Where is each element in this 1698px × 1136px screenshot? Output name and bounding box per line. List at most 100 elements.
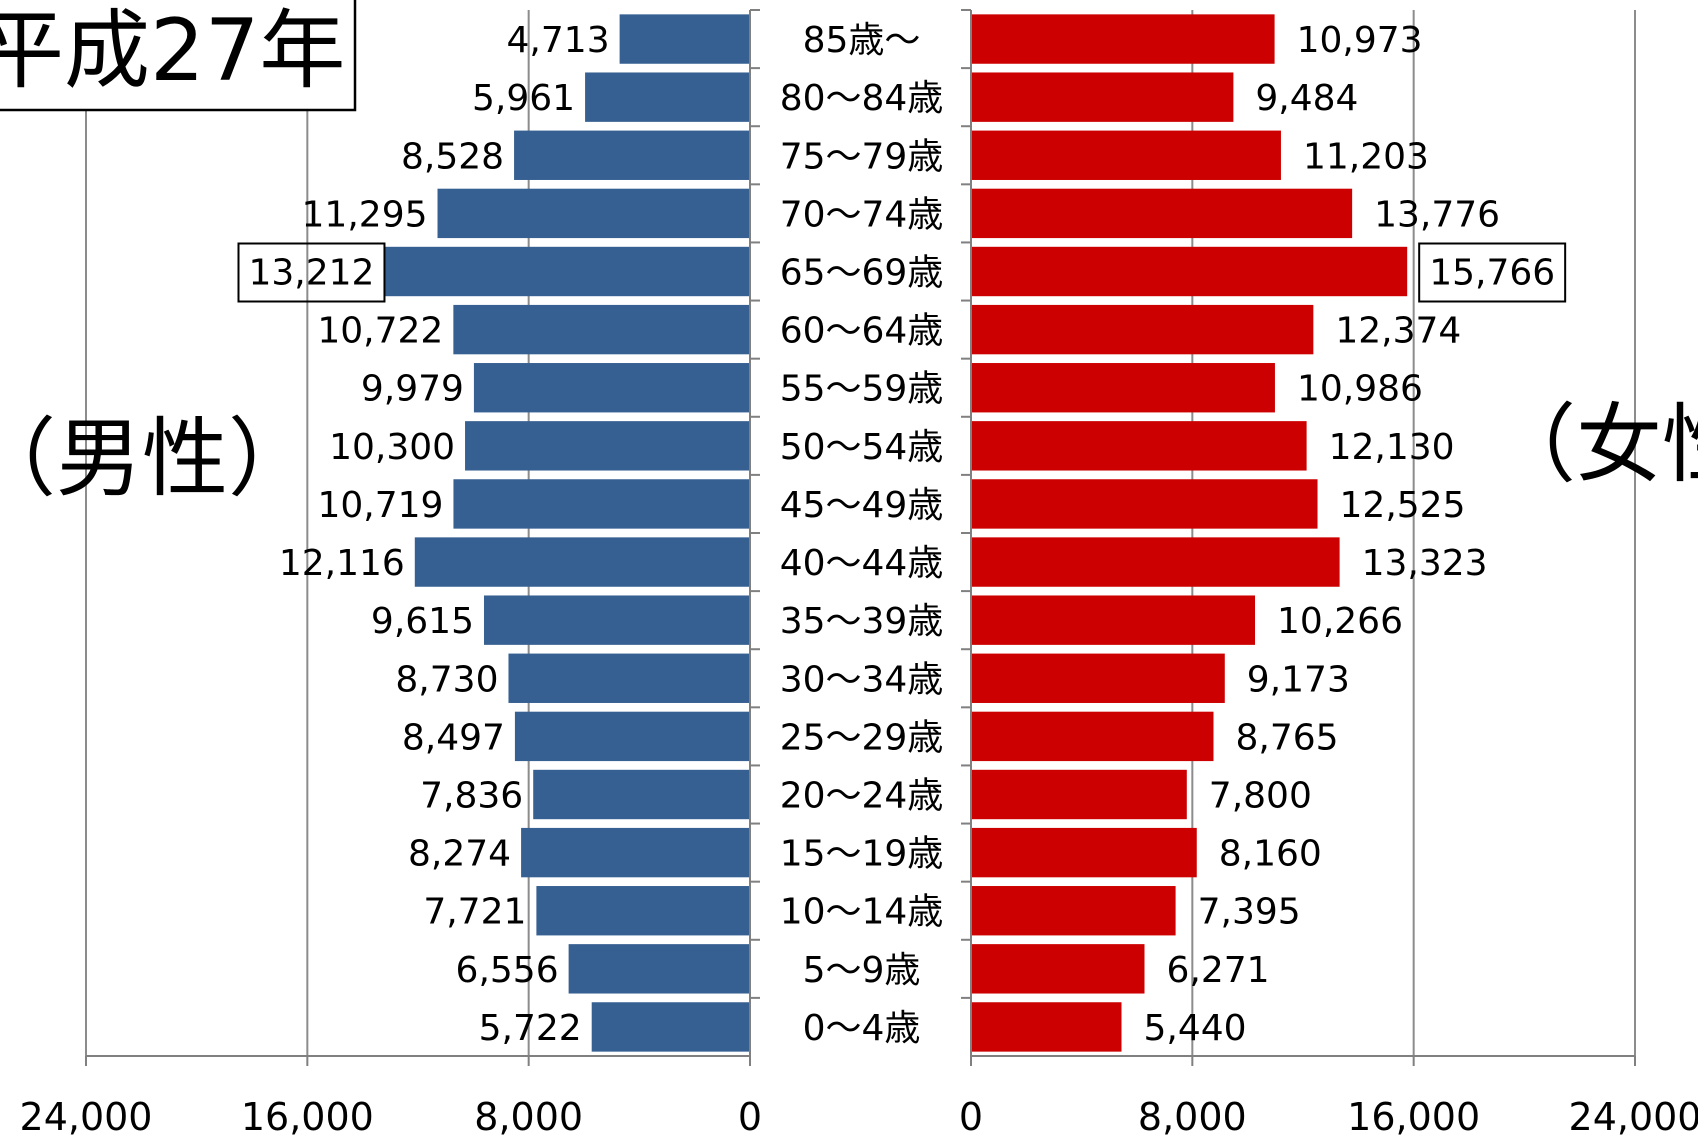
female-bar [971,479,1318,529]
age-group-label: 65～69歳 [780,253,944,294]
age-group-label: 15～19歳 [780,834,944,875]
male-bar [453,479,750,529]
age-group-label: 0～4歳 [803,1008,921,1049]
age-group-label: 60～64歳 [780,311,944,352]
female-bar [971,769,1187,820]
female-bar [971,188,1353,239]
female-bar [971,130,1281,180]
female-bar [971,421,1307,471]
male-bar [473,363,750,413]
male-bar [508,653,750,703]
female-bar [971,886,1176,936]
age-group-label: 30～34歳 [780,659,944,700]
male-value-label: 7,836 [420,776,523,817]
female-value-label: 6,271 [1166,950,1269,991]
male-value-label: 10,722 [317,311,443,352]
male-bar [533,769,750,820]
female-value-label: 10,973 [1297,20,1423,61]
male-value-label: 11,295 [302,194,428,235]
male-bar [536,886,750,936]
male-value-label: 12,116 [279,543,405,584]
age-group-label: 10～14歳 [780,892,944,933]
male-value-label: 8,497 [402,717,505,758]
male-value-label: 6,556 [456,950,559,991]
bars [384,14,1408,1052]
age-group-label: 45～49歳 [780,485,944,526]
age-group-label: 35～39歳 [780,601,944,642]
female-highlight-box [1418,242,1567,303]
female-value-label: 10,266 [1277,601,1403,642]
axes [85,9,1636,1066]
age-group-label: 5～9歳 [803,950,921,991]
male-bar [585,72,750,122]
female-bar [971,595,1256,645]
age-group-label: 55～59歳 [780,369,944,410]
chart-title-box: 平成27年 [0,0,357,112]
female-bar [971,304,1314,355]
female-bar [971,653,1225,703]
male-bar [514,130,750,180]
female-value-label: 12,130 [1329,427,1455,468]
female-value-label: 5,440 [1144,1008,1247,1049]
female-bar [971,72,1234,122]
male-value-label: 8,274 [408,834,511,875]
male-value-label: 4,713 [507,20,610,61]
x-tick-label-left: 0 [738,1095,762,1136]
male-bar [414,537,750,587]
male-value-label: 8,730 [395,659,498,700]
female-value-label: 12,525 [1340,485,1466,526]
male-bar [453,304,750,355]
x-tick-label-right: 24,000 [1569,1095,1698,1136]
x-tick-label-right: 16,000 [1347,1095,1480,1136]
male-value-label: 5,722 [479,1008,582,1049]
male-bar [514,711,750,762]
female-value-label: 7,800 [1209,776,1312,817]
x-tick-label-right: 8,000 [1138,1095,1247,1136]
female-value-label: 12,374 [1335,311,1461,352]
female-bar [971,537,1340,587]
female-bar [971,1002,1122,1052]
female-value-label: 11,203 [1303,136,1429,177]
grid-lines [85,10,1636,1056]
female-bar [971,14,1275,64]
female-bar [971,246,1408,297]
age-group-label: 25～29歳 [780,717,944,758]
age-group-label: 80～84歳 [780,78,944,119]
female-bar [971,363,1275,413]
female-bar [971,944,1145,994]
male-bar [384,246,750,297]
male-value-label: 8,528 [401,136,504,177]
female-value-label: 9,173 [1247,659,1350,700]
male-bar [483,595,750,645]
female-value-label: 13,776 [1374,194,1500,235]
male-value-label: 10,719 [317,485,443,526]
age-group-label: 20～24歳 [780,776,944,817]
male-bar [465,421,750,471]
x-tick-label-left: 8,000 [474,1095,583,1136]
male-bar [521,827,750,878]
male-bar [568,944,750,994]
age-group-label: 75～79歳 [780,136,944,177]
male-value-label: 10,300 [329,427,455,468]
age-group-label: 70～74歳 [780,194,944,235]
x-tick-label-right: 0 [959,1095,983,1136]
male-value-label: 5,961 [472,78,575,119]
female-value-label: 8,765 [1235,717,1338,758]
age-group-label: 85歳～ [803,20,921,61]
female-value-label: 9,484 [1255,78,1358,119]
female-value-label: 7,395 [1198,892,1301,933]
male-bar [619,14,750,64]
male-value-label: 7,721 [423,892,526,933]
female-value-label: 8,160 [1219,834,1322,875]
x-tick-label-left: 16,000 [241,1095,374,1136]
male-bar [591,1002,750,1052]
female-value-label: 10,986 [1297,369,1423,410]
male-value-label: 13,212 [248,253,374,294]
female-bar [971,711,1214,762]
chart-title: 平成27年 [0,1,345,101]
female-series-name: （女性） [1490,395,1698,495]
female-value-label: 13,323 [1362,543,1488,584]
female-value-label: 15,766 [1429,253,1555,294]
male-value-label: 9,615 [371,601,474,642]
